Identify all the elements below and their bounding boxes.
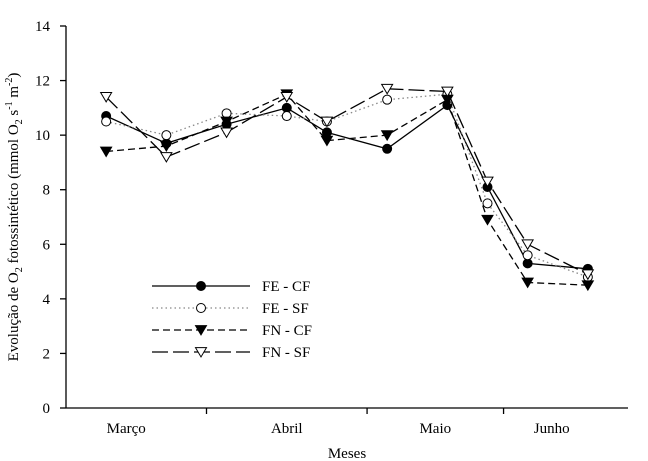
- data-point-open-triangle: [481, 176, 494, 188]
- data-point-open-triangle: [320, 116, 334, 128]
- data-point-open-triangle: [380, 83, 394, 95]
- data-point-filled-circle: [522, 258, 533, 269]
- x-category-label: Maio: [419, 421, 451, 437]
- legend-item: FN - SF: [152, 345, 310, 361]
- y-axis-label-part: m: [6, 86, 22, 102]
- data-point-filled-triangle: [220, 116, 233, 128]
- legend-item: FE - CF: [152, 279, 310, 295]
- y-axis-label-part: -2: [4, 78, 15, 86]
- data-point-open-triangle: [99, 92, 113, 103]
- data-point-filled-circle: [321, 127, 332, 138]
- legend-item: FE - SF: [152, 301, 309, 317]
- y-tick-label: 2: [43, 346, 51, 362]
- data-point-filled-triangle: [581, 280, 595, 292]
- y-tick-label: 14: [35, 19, 51, 35]
- y-tick-label: 4: [43, 292, 51, 308]
- series-fn-cf: [99, 89, 595, 292]
- data-point-open-circle: [522, 250, 533, 261]
- series-fe-cf: [101, 100, 593, 274]
- data-point-open-triangle: [194, 347, 208, 358]
- data-point-open-triangle: [440, 86, 454, 98]
- data-point-filled-triangle: [481, 214, 494, 226]
- y-axis-label-part: ): [6, 73, 22, 78]
- series-fe-sf: [101, 89, 593, 283]
- legend-label: FE - SF: [262, 301, 309, 317]
- data-point-filled-triangle: [320, 135, 334, 147]
- data-point-open-circle: [196, 303, 206, 313]
- y-axis-label-part: 2: [14, 119, 25, 124]
- y-axis-label-part: -1: [4, 101, 15, 109]
- series-line: [105, 93, 589, 278]
- data-point-open-triangle: [220, 127, 233, 139]
- legend-label: FN - SF: [262, 345, 310, 361]
- data-point-open-triangle: [521, 239, 535, 251]
- series-fn-sf: [99, 83, 595, 281]
- y-tick-label: 6: [43, 237, 51, 253]
- data-point-open-circle: [101, 116, 112, 127]
- x-category-label: Março: [107, 421, 146, 437]
- series-line: [105, 104, 588, 270]
- data-point-open-triangle: [159, 152, 173, 163]
- data-point-open-triangle: [581, 269, 595, 281]
- x-axis-label: Meses: [328, 446, 366, 461]
- y-tick-label: 0: [43, 401, 51, 417]
- data-point-open-circle: [281, 111, 292, 122]
- y-axis-label-part: fotossintético (mmol O: [6, 124, 22, 267]
- data-point-filled-triangle: [159, 141, 173, 152]
- axis-ticks: 0 2 4 6 8 10 12 14 Março Abril Maio Junho: [35, 19, 570, 437]
- legend-label: FN - CF: [262, 323, 312, 339]
- y-tick-label: 12: [35, 74, 50, 90]
- x-category-label: Abril: [271, 421, 303, 437]
- data-point-filled-triangle: [380, 130, 394, 142]
- y-axis-label: Evolução de O2 fotossintético (mmol O2 s…: [4, 73, 25, 362]
- y-axis-label-part: 2: [14, 267, 25, 272]
- axes: [65, 26, 628, 409]
- data-point-filled-triangle: [194, 325, 208, 336]
- legend: FE - CF FE - SF FN - CF FN - SF: [152, 279, 312, 361]
- data-point-open-triangle: [280, 92, 294, 103]
- data-point-filled-circle: [382, 143, 393, 154]
- y-tick-label: 8: [43, 183, 51, 199]
- data-point-filled-triangle: [521, 277, 535, 289]
- data-point-open-circle: [482, 198, 493, 209]
- series-line: [106, 93, 588, 286]
- series-line: [105, 88, 589, 275]
- data-point-open-circle: [382, 94, 393, 105]
- data-point-open-circle: [221, 108, 232, 119]
- data-point-filled-circle: [281, 102, 292, 113]
- data-point-filled-triangle: [99, 146, 113, 158]
- legend-item: FN - CF: [152, 323, 312, 339]
- y-axis-label-part: s: [6, 110, 22, 120]
- y-axis-label-part: Evolução de O: [6, 272, 22, 361]
- x-category-label: Junho: [534, 421, 570, 437]
- series-layer: [99, 83, 595, 292]
- data-point-open-circle: [161, 130, 172, 141]
- data-point-filled-circle: [196, 281, 206, 291]
- legend-label: FE - CF: [262, 279, 310, 295]
- y-tick-label: 10: [35, 128, 50, 144]
